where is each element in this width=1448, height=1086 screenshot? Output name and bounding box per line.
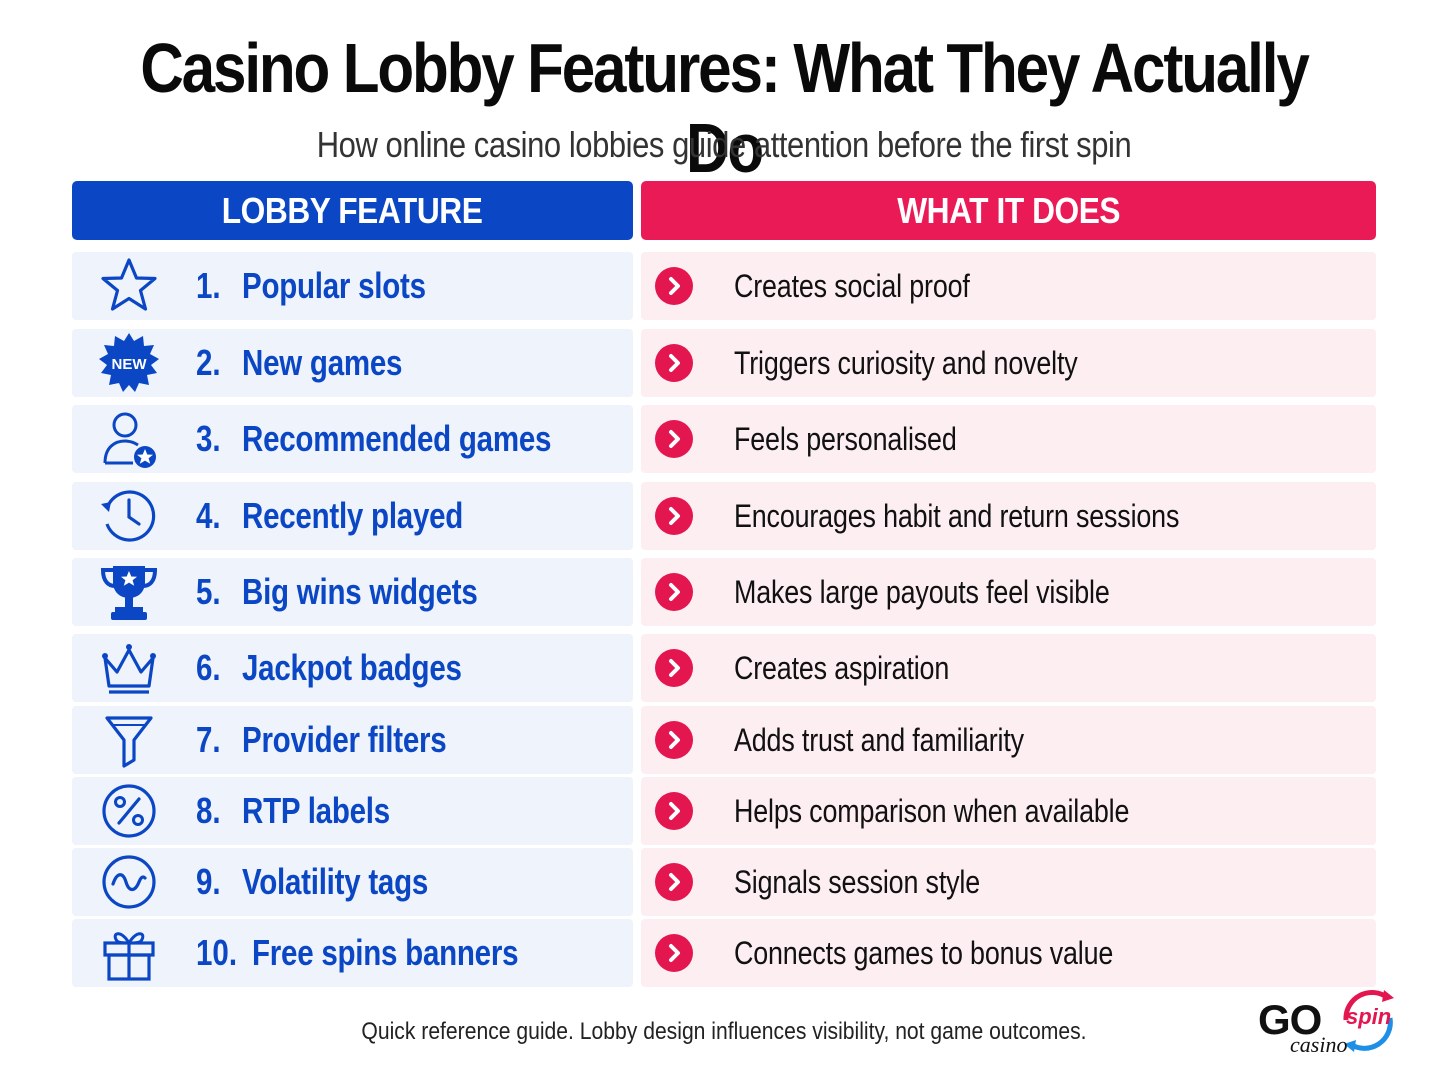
feature-row-7: 7. Provider filters: [72, 706, 633, 774]
effect-text: Triggers curiosity and novelty: [734, 344, 1078, 381]
feature-row-9: 9. Volatility tags: [72, 848, 633, 916]
effect-row-4: Encourages habit and return sessions: [641, 482, 1376, 550]
chevron-right-icon: [655, 649, 693, 687]
header-what-it-does: WHAT IT DOES: [641, 181, 1376, 240]
feature-number: 8.: [196, 790, 221, 831]
effect-row-6: Creates aspiration: [641, 634, 1376, 702]
chevron-right-icon: [655, 267, 693, 305]
effect-text: Feels personalised: [734, 420, 957, 457]
chevron-right-icon: [655, 721, 693, 759]
brand-logo: GO spin casino: [1256, 980, 1406, 1057]
feature-label: Recently played: [242, 495, 464, 536]
feature-row-6: 6. Jackpot badges: [72, 634, 633, 702]
effect-text: Encourages habit and return sessions: [734, 497, 1180, 534]
feature-row-4: 4. Recently played: [72, 482, 633, 550]
feature-number: 2.: [196, 342, 221, 383]
footer-note: Quick reference guide. Lobby design infl…: [361, 1018, 1087, 1045]
feature-label: Popular slots: [242, 265, 426, 306]
new-badge-text: NEW: [112, 356, 148, 373]
feature-number: 4.: [196, 495, 221, 536]
feature-number: 9.: [196, 861, 221, 902]
feature-number: 3.: [196, 418, 221, 459]
gift-icon: [96, 920, 162, 986]
chevron-right-icon: [655, 792, 693, 830]
effect-row-10: Connects games to bonus value: [641, 919, 1376, 987]
effect-row-9: Signals session style: [641, 848, 1376, 916]
page-title: Casino Lobby Features: What They Actuall…: [140, 29, 1309, 187]
feature-label: Recommended games: [242, 418, 552, 459]
effect-text: Adds trust and familiarity: [734, 721, 1024, 758]
crown-icon: [96, 635, 162, 701]
feature-number: 1.: [196, 265, 221, 306]
feature-row-5: 5. Big wins widgets: [72, 558, 633, 626]
header-what-it-does-label: WHAT IT DOES: [897, 189, 1120, 231]
user-star-icon: [96, 406, 162, 472]
feature-label: Free spins banners: [252, 932, 519, 973]
percent-icon: [96, 778, 162, 844]
chevron-right-icon: [655, 573, 693, 611]
feature-row-10: 10. Free spins banners: [72, 919, 633, 987]
feature-number: 10.: [196, 932, 238, 973]
feature-label: New games: [242, 342, 403, 383]
chevron-right-icon: [655, 934, 693, 972]
feature-label: Big wins widgets: [242, 571, 478, 612]
effect-row-3: Feels personalised: [641, 405, 1376, 473]
feature-number: 7.: [196, 719, 221, 760]
feature-row-2: NEW 2. New games: [72, 329, 633, 397]
feature-label: RTP labels: [242, 790, 390, 831]
feature-row-1: 1. Popular slots: [72, 252, 633, 320]
effect-text: Helps comparison when available: [734, 792, 1130, 829]
feature-row-8: 8. RTP labels: [72, 777, 633, 845]
feature-row-3: 3. Recommended games: [72, 405, 633, 473]
feature-label: Provider filters: [242, 719, 447, 760]
feature-label: Jackpot badges: [242, 647, 462, 688]
effect-text: Signals session style: [734, 863, 980, 900]
history-clock-icon: [96, 483, 162, 549]
feature-number: 6.: [196, 647, 221, 688]
effect-row-5: Makes large payouts feel visible: [641, 558, 1376, 626]
header-lobby-feature-label: LOBBY FEATURE: [222, 189, 483, 231]
logo-spin-text: spin: [1346, 1004, 1392, 1029]
effect-row-2: Triggers curiosity and novelty: [641, 329, 1376, 397]
chevron-right-icon: [655, 497, 693, 535]
effect-text: Makes large payouts feel visible: [734, 573, 1110, 610]
effect-text: Creates social proof: [734, 267, 970, 304]
logo-casino-text: casino: [1290, 1032, 1348, 1057]
feature-number: 5.: [196, 571, 221, 612]
page-subtitle: How online casino lobbies guide attentio…: [316, 124, 1132, 165]
feature-label: Volatility tags: [242, 861, 429, 902]
effect-row-1: Creates social proof: [641, 252, 1376, 320]
star-icon: [96, 253, 162, 319]
chevron-right-icon: [655, 344, 693, 382]
new-badge-icon: NEW: [96, 330, 162, 396]
effect-text: Creates aspiration: [734, 649, 950, 686]
chevron-right-icon: [655, 420, 693, 458]
logo-go-text: GO: [1258, 996, 1322, 1043]
filter-icon: [96, 707, 162, 773]
spin-ring-icon: [1343, 989, 1394, 1052]
trophy-icon: [96, 559, 162, 625]
effect-text: Connects games to bonus value: [734, 934, 1114, 971]
wave-icon: [96, 849, 162, 915]
effect-row-8: Helps comparison when available: [641, 777, 1376, 845]
effect-row-7: Adds trust and familiarity: [641, 706, 1376, 774]
header-lobby-feature: LOBBY FEATURE: [72, 181, 633, 240]
chevron-right-icon: [655, 863, 693, 901]
